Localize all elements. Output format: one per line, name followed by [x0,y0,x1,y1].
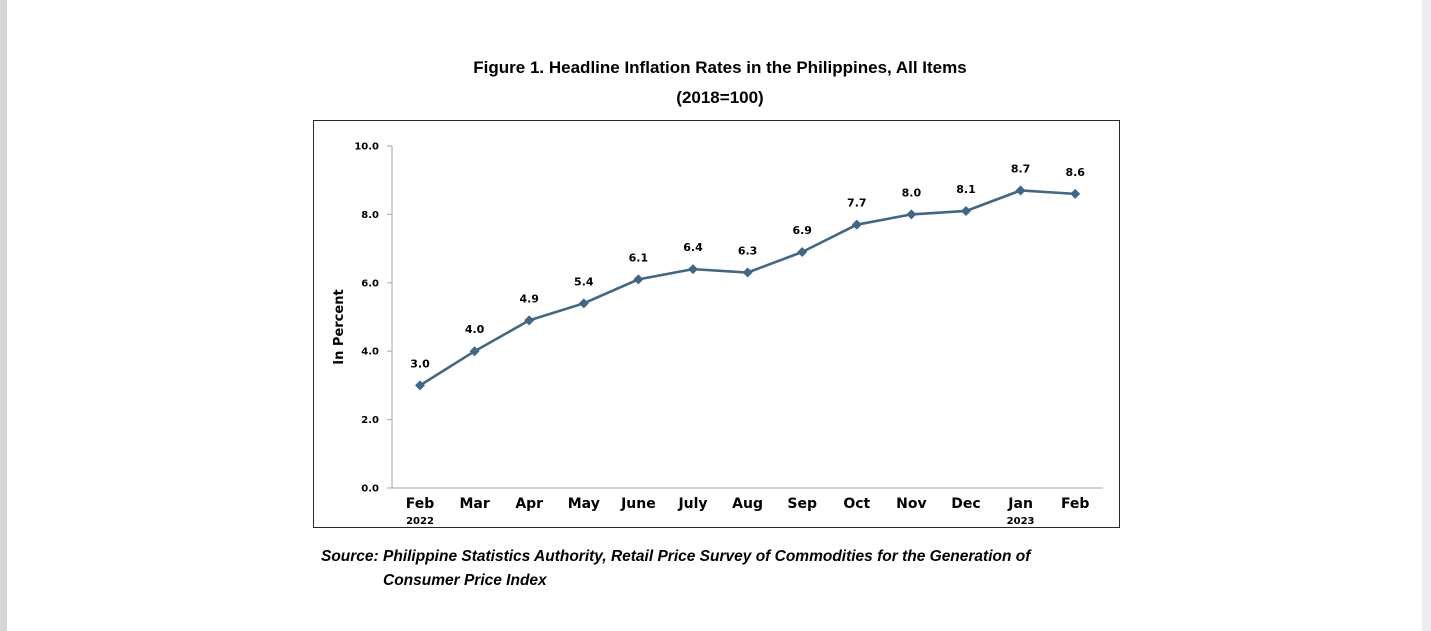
data-label: 5.4 [574,275,594,288]
x-tick-label: Aug [732,496,763,512]
data-label: 6.3 [738,245,758,258]
data-label: 3.0 [410,357,430,370]
data-point-marker [1015,185,1026,196]
series-line [419,189,1076,387]
viewer-scrollbar-track[interactable] [1422,0,1431,631]
data-point-marker [469,346,480,357]
y-tick-label: 0.0 [361,484,379,495]
y-axis-title: In Percent [332,289,347,364]
data-label: 6.1 [629,251,649,264]
x-tick-label: Dec [951,496,980,512]
figure-subtitle: (2018=100) [676,88,764,107]
data-point-marker [524,315,535,326]
data-point-marker [961,205,971,216]
x-tick-label: Sep [787,496,817,512]
inflation-line-chart: 0.0 2.0 4.0 6.0 8.0 10.0 In Percent Feb 2022 Mar A… [332,142,1103,527]
y-tick-label: 10.0 [354,142,379,153]
data-label: 4.0 [465,323,485,336]
x-tick-label: Jan [1007,496,1033,512]
x-tick-label: Nov [896,496,926,512]
data-point-marker [851,219,862,230]
data-label: 8.7 [1011,162,1031,175]
y-tick-label: 8.0 [361,210,379,221]
x-year-label: 2023 [1007,516,1035,527]
data-point-marker [633,274,644,285]
x-tick-label: May [568,496,600,512]
data-label: 6.9 [792,224,812,237]
data-label: 8.0 [902,186,922,199]
x-tick-label: June [620,496,656,512]
data-label: 7.7 [847,197,867,210]
data-label: 4.9 [519,292,539,305]
data-point-marker [415,380,425,391]
data-point-marker [742,267,753,278]
viewer-left-border [0,0,7,631]
data-label: 6.4 [683,241,703,254]
data-point-marker [906,209,917,220]
y-tick-label: 4.0 [361,347,379,358]
data-label: 8.1 [956,183,976,196]
x-tick-label: Mar [459,496,489,512]
x-tick-label: Feb [406,496,435,512]
x-tick-label: Feb [1061,496,1090,512]
data-point-marker [797,247,808,258]
data-point-marker [1070,188,1081,199]
x-tick-label: July [677,496,707,512]
y-tick-label: 2.0 [361,415,379,426]
source-note-line-2: Consumer Price Index [383,572,547,589]
data-point-marker [688,264,698,275]
x-tick-label: Oct [843,496,870,512]
x-year-label: 2022 [406,516,434,527]
source-note-line-1: Source: Philippine Statistics Authority,… [321,548,1031,565]
figure-title: Figure 1. Headline Inflation Rates in th… [473,58,967,77]
data-point-marker [578,298,589,309]
data-label: 8.6 [1065,166,1085,179]
x-tick-label: Apr [515,496,543,512]
y-tick-label: 6.0 [361,278,379,289]
chart-frame [313,120,1120,528]
